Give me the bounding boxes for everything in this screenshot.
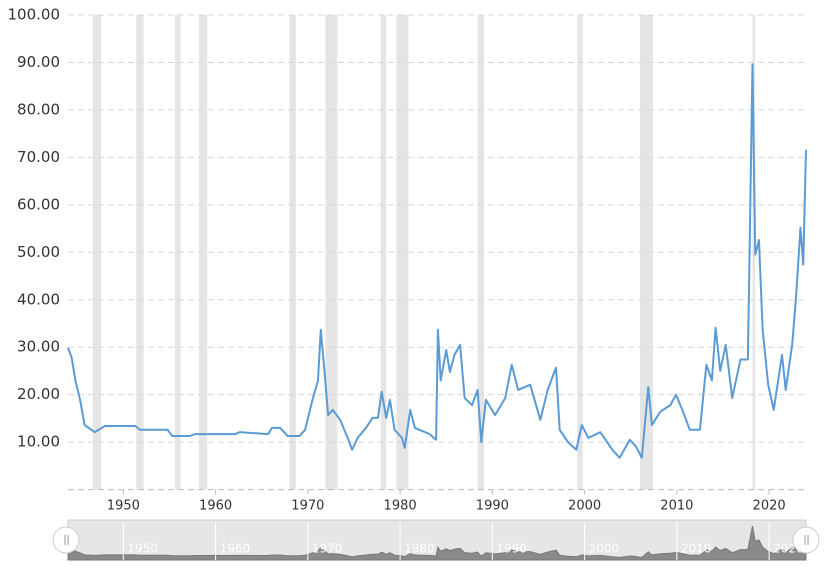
handles[interactable] [52, 526, 820, 554]
y-tick-label: 80.00 [17, 100, 60, 118]
x-tick-label: 1990 [476, 499, 509, 514]
plot [67, 63, 807, 459]
recession-band [92, 15, 102, 490]
grid: 10.00 20.00 30.00 40.00 50.00 60.00 70.00 80.00… [8, 6, 806, 514]
navigator-tick-label: 2000 [589, 542, 620, 556]
x-tick-label: 1980 [384, 499, 417, 514]
handle-right[interactable] [792, 526, 820, 554]
x-tick-label: 2000 [568, 499, 601, 514]
y-tick-label: 40.00 [17, 290, 60, 308]
x-tick-label: 1950 [107, 499, 140, 514]
y-tick-label: 20.00 [17, 385, 60, 403]
x-tick-label: 2010 [660, 499, 693, 514]
y-tick-label: 90.00 [17, 53, 60, 71]
y-tick-label: 60.00 [17, 195, 60, 213]
navigator-tick-label: 1970 [312, 542, 343, 556]
navigator-tick-label: 1990 [496, 542, 527, 556]
y-tick-label: 50.00 [17, 243, 60, 261]
recession-band [175, 15, 181, 490]
x-tick-label: 1960 [199, 499, 232, 514]
navigator-tick-label: 1950 [127, 542, 158, 556]
y-tick-label: 100.00 [8, 6, 61, 24]
handle-left[interactable] [52, 526, 80, 554]
series-line [67, 63, 807, 459]
y-tick-label: 30.00 [17, 338, 60, 356]
x-tick-label: 2020 [753, 499, 786, 514]
navigator[interactable]: 1950 1960 1970 1980 1990 2000 2010 2020 [67, 519, 807, 561]
navigator-tick-label: 2010 [681, 542, 712, 556]
y-tick-label: 10.00 [17, 433, 60, 451]
navigator-area [67, 525, 807, 561]
y-tick-label: 70.00 [17, 148, 60, 166]
navigator-tick-label: 1980 [404, 542, 435, 556]
recession-band [639, 15, 653, 490]
x-tick-label: 1970 [291, 499, 324, 514]
navigator-tick-label: 1960 [220, 542, 251, 556]
